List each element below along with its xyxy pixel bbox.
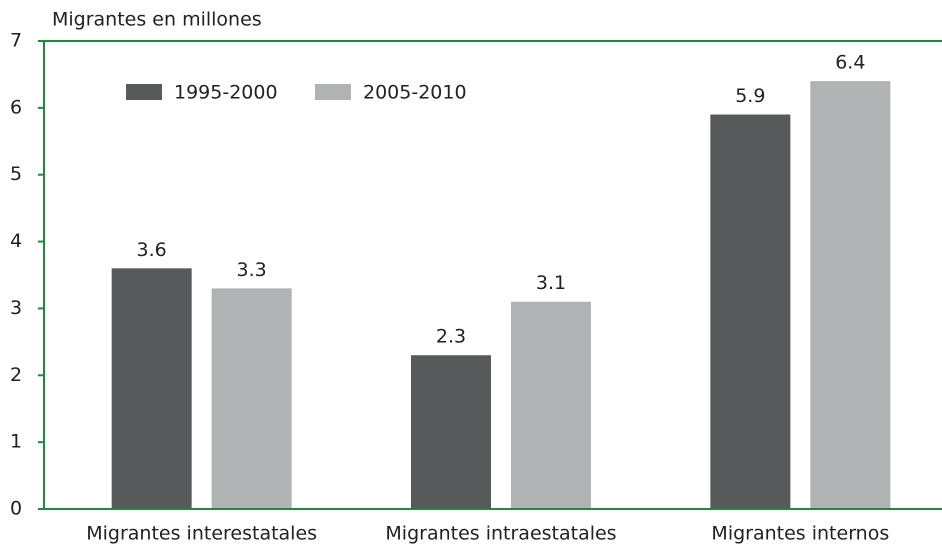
value-label: 3.1	[536, 272, 566, 294]
bar	[810, 81, 891, 509]
value-label: 6.4	[835, 52, 865, 74]
bar	[111, 268, 192, 509]
bar	[511, 301, 591, 509]
bar	[710, 114, 791, 510]
legend-label: 2005-2010	[363, 82, 467, 104]
y-tick-label: 1	[10, 431, 22, 453]
bar	[211, 288, 292, 509]
x-tick-label: Migrantes intraestatales	[385, 523, 616, 545]
legend-label: 1995-2000	[174, 82, 278, 104]
bar	[411, 355, 491, 509]
y-tick-label: 7	[10, 30, 22, 52]
x-tick-label: Migrantes internos	[711, 523, 889, 545]
y-tick-label: 5	[10, 163, 22, 185]
legend-swatch	[126, 84, 162, 100]
value-label: 2.3	[436, 326, 466, 348]
x-tick-label: Migrantes interestatales	[86, 523, 317, 545]
y-tick-label: 2	[10, 364, 22, 386]
legend-swatch	[315, 84, 351, 100]
y-tick-label: 4	[10, 230, 22, 252]
y-tick-label: 0	[10, 498, 22, 520]
y-tick-label: 6	[10, 96, 22, 118]
value-label: 5.9	[735, 85, 765, 107]
value-label: 3.6	[137, 239, 167, 261]
y-axis-label: Migrantes en millones	[52, 9, 262, 31]
value-label: 3.3	[237, 259, 267, 281]
y-tick-label: 3	[10, 297, 22, 319]
